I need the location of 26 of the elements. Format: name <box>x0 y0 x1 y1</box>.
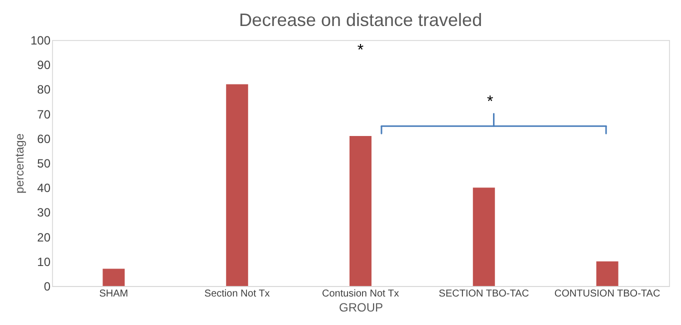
y-axis-title: percentage <box>12 133 26 194</box>
x-tick-label: SHAM <box>99 288 128 300</box>
y-tick-label: 30 <box>37 206 51 220</box>
bar <box>596 261 618 286</box>
y-tick-label: 80 <box>37 82 51 97</box>
y-tick-label: 90 <box>37 58 51 72</box>
bar <box>350 136 372 286</box>
x-tick-label: Contusion Not Tx <box>322 288 400 300</box>
y-tick-label: 0 <box>44 280 51 294</box>
bar <box>102 268 125 286</box>
x-tick-label: Section Not Tx <box>204 288 270 300</box>
y-tick-label: 20 <box>37 230 51 244</box>
y-tick-label: 40 <box>37 181 51 196</box>
y-tick-label: 50 <box>37 156 51 170</box>
annotation: * <box>357 42 364 59</box>
y-tick-label: 100 <box>30 34 51 48</box>
x-axis-title: GROUP <box>338 300 384 314</box>
y-tick-label: 60 <box>37 132 51 146</box>
x-tick-label: SECTION TBO-TAC <box>438 288 529 300</box>
x-tick-label: CONTUSION TBO-TAC <box>554 288 660 300</box>
y-tick-label: 70 <box>37 107 51 122</box>
bar <box>226 84 248 286</box>
y-tick-label: 10 <box>37 254 51 269</box>
bar <box>472 188 495 286</box>
annotation: * <box>486 94 494 110</box>
chart-title: Decrease on distance traveled <box>238 10 482 30</box>
